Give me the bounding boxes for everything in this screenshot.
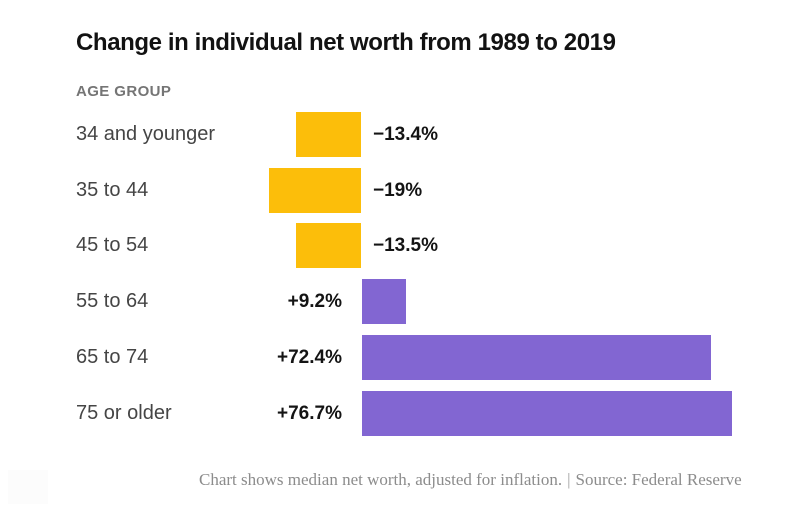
chart-footnote: Chart shows median net worth, adjusted f… — [199, 470, 742, 490]
bar-negative — [269, 168, 361, 213]
value-label: −13.4% — [373, 124, 438, 145]
age-group-label: 45 to 54 — [76, 234, 149, 256]
value-label: +9.2% — [287, 291, 342, 312]
bar-negative — [296, 112, 361, 157]
chart-title: Change in individual net worth from 1989… — [76, 29, 616, 56]
bar-positive — [362, 391, 732, 436]
age-group-axis-label: AGE GROUP — [76, 83, 172, 100]
footnote-separator: | — [567, 470, 571, 489]
bar-positive — [362, 335, 711, 380]
source-text: Source: Federal Reserve — [575, 470, 742, 489]
age-group-label: 35 to 44 — [76, 179, 149, 201]
value-label: −19% — [373, 180, 423, 201]
value-label: +72.4% — [277, 347, 342, 368]
bar-positive — [362, 279, 406, 324]
bars-area: 34 and younger −13.4% 35 to 44 −19% 45 to 54… — [76, 112, 732, 436]
age-group-label: 65 to 74 — [76, 346, 149, 368]
value-label: −13.5% — [373, 235, 438, 256]
age-group-label: 34 and younger — [76, 123, 216, 145]
age-group-label: 55 to 64 — [76, 290, 149, 312]
value-label: +76.7% — [277, 403, 342, 424]
age-group-label: 75 or older — [76, 402, 172, 424]
watermark-square — [8, 470, 48, 504]
bar-negative — [296, 223, 361, 268]
footnote-text: Chart shows median net worth, adjusted f… — [199, 470, 563, 489]
